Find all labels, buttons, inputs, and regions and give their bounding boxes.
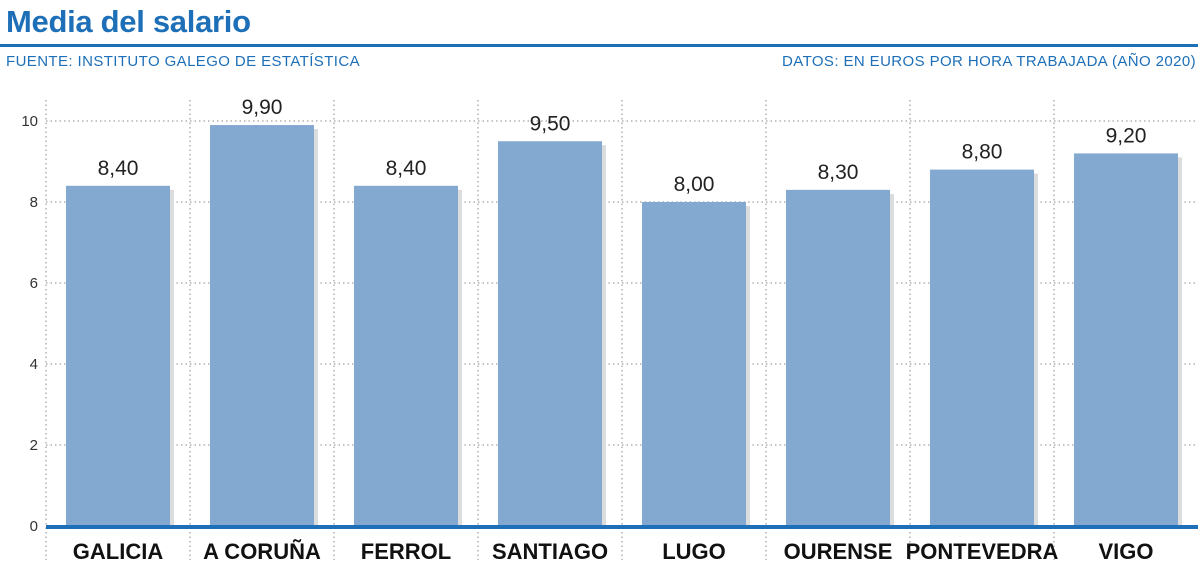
y-tick-label: 2 <box>30 437 38 454</box>
bar <box>498 141 602 526</box>
bar <box>1074 153 1178 526</box>
category-label: A CORUÑA <box>203 539 321 564</box>
category-label: VIGO <box>1098 539 1153 564</box>
data-label: 9,50 <box>530 112 571 135</box>
category-label: FERROL <box>361 539 451 564</box>
data-label: 8,40 <box>98 157 139 180</box>
data-label: 9,20 <box>1106 124 1147 147</box>
y-tick-label: 0 <box>30 518 38 535</box>
category-label: PONTEVEDRA <box>906 539 1059 564</box>
data-label: 8,00 <box>674 173 715 196</box>
category-label: OURENSE <box>784 539 893 564</box>
bar <box>66 185 170 527</box>
title-rule <box>0 44 1198 47</box>
data-label: 8,40 <box>386 157 427 180</box>
units-note: DATOS: EN EUROS POR HORA TRABAJADA (AÑO … <box>782 53 1196 70</box>
y-tick-label: 10 <box>21 113 38 130</box>
y-tick-label: 8 <box>30 194 38 211</box>
data-label: 9,90 <box>242 96 283 119</box>
data-label: 8,30 <box>818 161 859 184</box>
category-label: SANTIAGO <box>492 539 608 564</box>
bar <box>642 202 746 526</box>
y-tick-label: 4 <box>30 356 38 373</box>
category-label: GALICIA <box>73 539 164 564</box>
chart-title: Media del salario <box>6 4 251 39</box>
source-note: FUENTE: INSTITUTO GALEGO DE ESTATÍSTICA <box>6 53 360 70</box>
bar <box>354 185 458 527</box>
category-label: LUGO <box>662 539 726 564</box>
data-label: 8,80 <box>962 141 1003 164</box>
bar <box>930 169 1034 526</box>
y-tick-label: 6 <box>30 275 38 292</box>
bar <box>786 189 890 526</box>
bar <box>210 125 314 527</box>
